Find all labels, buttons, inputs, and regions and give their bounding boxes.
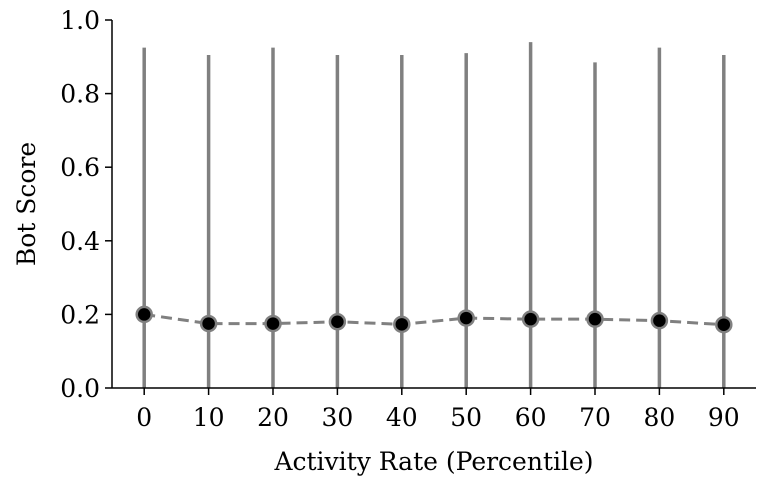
- data-point: [135, 305, 153, 324]
- data-point: [521, 310, 540, 328]
- y-tick-label: 0.2: [60, 300, 100, 329]
- data-point: [586, 310, 604, 328]
- y-tick-label: 0.4: [60, 227, 100, 256]
- y-tick-label: 0.0: [60, 374, 100, 403]
- data-point: [328, 313, 347, 331]
- y-tick-label: 1.0: [60, 6, 100, 35]
- data-point: [199, 314, 218, 333]
- x-tick-label: 50: [450, 403, 482, 432]
- x-tick-label: 80: [643, 403, 675, 432]
- data-point: [650, 311, 669, 330]
- x-tick-label: 10: [193, 403, 225, 432]
- x-axis-title: Activity Rate (Percentile): [273, 447, 593, 476]
- data-point: [393, 315, 411, 334]
- y-axis-title: Bot Score: [12, 142, 41, 266]
- x-tick-label: 40: [386, 403, 418, 432]
- x-tick-label: 0: [136, 403, 152, 432]
- x-tick-label: 90: [708, 403, 740, 432]
- y-tick-label: 0.6: [60, 153, 100, 182]
- plot-area: [135, 42, 733, 388]
- x-tick-label: 60: [515, 403, 547, 432]
- x-tick-label: 70: [579, 403, 611, 432]
- x-tick-label: 30: [321, 403, 353, 432]
- x-tick-label: 20: [257, 403, 289, 432]
- data-point: [457, 309, 475, 327]
- data-point: [264, 314, 282, 333]
- mean-line: [143, 312, 724, 327]
- y-tick-label: 0.8: [60, 80, 100, 109]
- ticks: 0 10 20 30 40 50 60 70 80 90 0.0 0.2 0.4 0.6 0.8 1.0: [60, 6, 739, 432]
- axes: [111, 20, 756, 389]
- data-point: [715, 315, 733, 334]
